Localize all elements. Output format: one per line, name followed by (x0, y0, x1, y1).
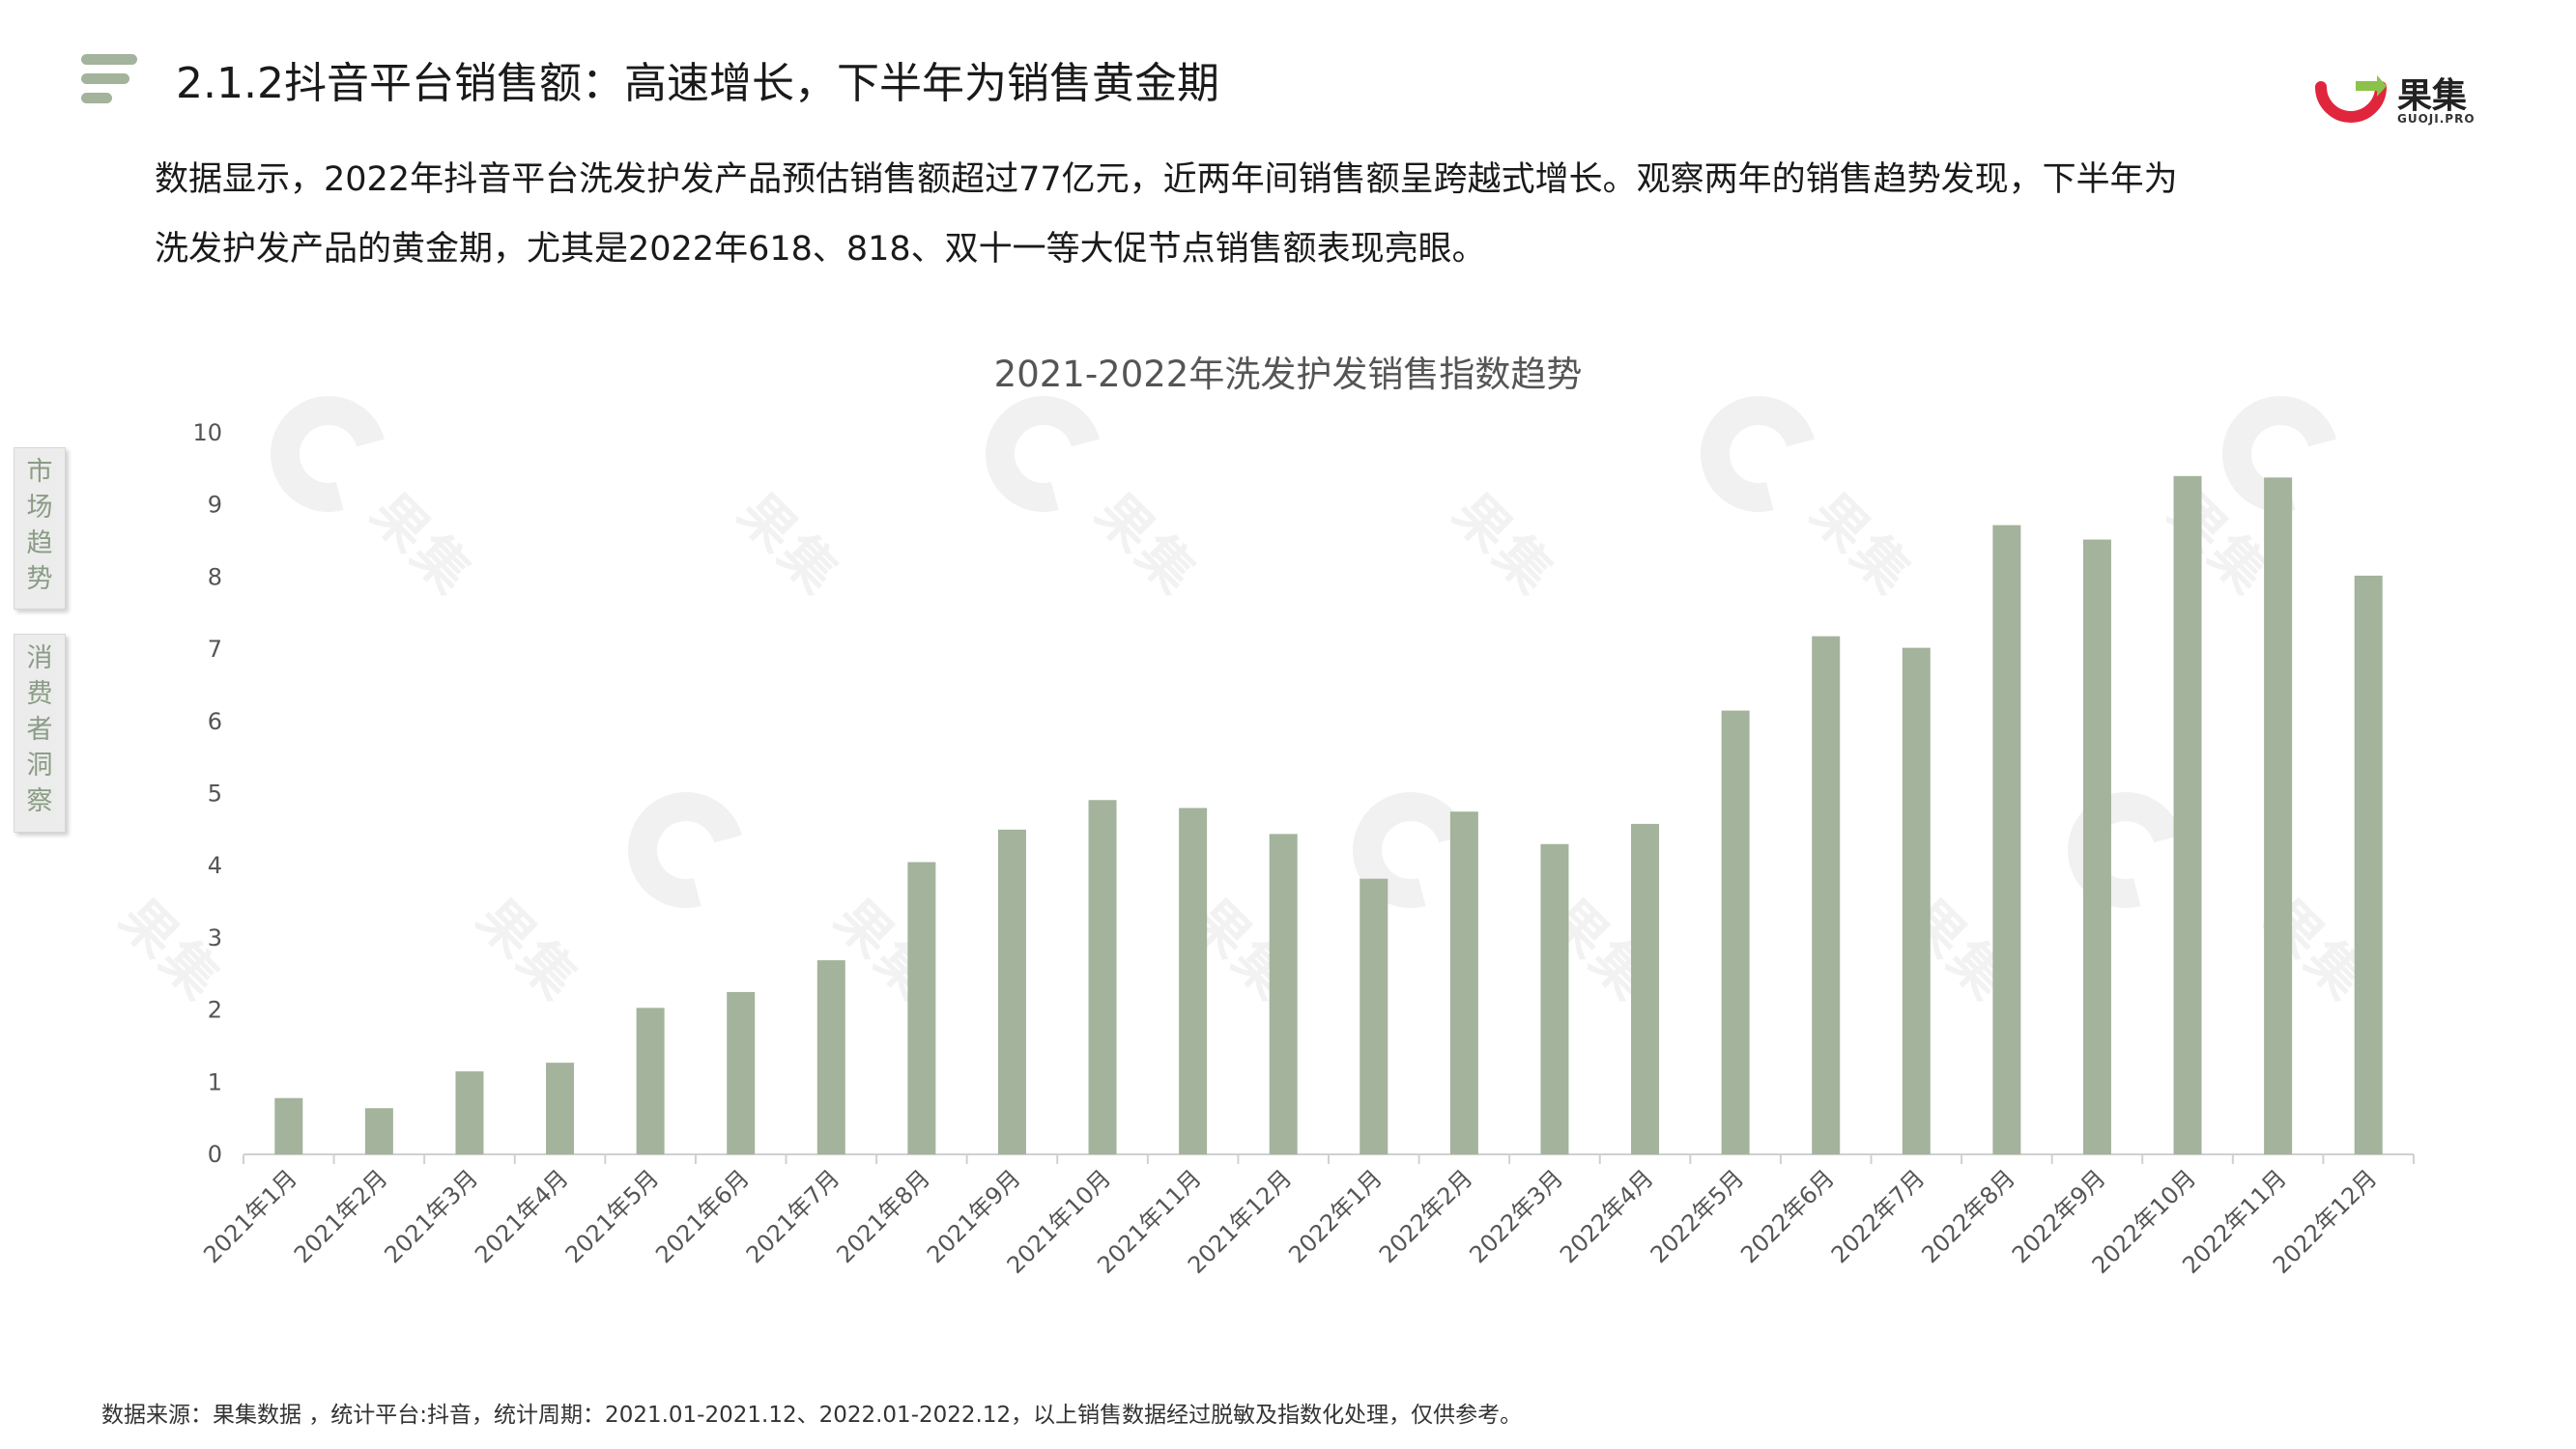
y-tick-label: 9 (208, 492, 222, 519)
y-tick-label: 8 (208, 563, 222, 590)
x-tick-label: 2021年7月 (741, 1164, 845, 1268)
side-tab-consumer-insights[interactable]: 消 费 者 洞 察 (14, 634, 66, 833)
bar (1812, 636, 1841, 1154)
bar (364, 1108, 393, 1154)
bar (1449, 811, 1478, 1154)
y-tick-label: 1 (208, 1068, 222, 1095)
bar (1902, 647, 1931, 1154)
bar (546, 1063, 575, 1154)
x-tick-label: 2021年1月 (198, 1164, 302, 1268)
side-tab-char: 察 (26, 786, 53, 816)
x-tick-label: 2022年4月 (1555, 1164, 1659, 1268)
x-tick-label: 2022年2月 (1374, 1164, 1478, 1268)
x-tick-label: 2021年5月 (560, 1164, 665, 1268)
x-tick-label: 2022年6月 (1735, 1164, 1840, 1268)
y-tick-label: 4 (208, 852, 222, 879)
side-tab-market-trends[interactable]: 市 场 趋 势 (14, 447, 66, 610)
side-tab-char: 趋 (26, 528, 53, 558)
y-tick-label: 5 (208, 781, 222, 808)
x-tick-label: 2021年2月 (289, 1164, 393, 1268)
bar (1540, 843, 1569, 1154)
x-tick-label: 2022年3月 (1464, 1164, 1568, 1268)
bar (1088, 800, 1117, 1154)
data-source-note: 数据来源：果集数据 ，统计平台:抖音，统计周期：2021.01-2021.12、… (101, 1403, 1523, 1428)
intro-paragraph: 数据显示，2022年抖音平台洗发护发产品预估销售额超过77亿元，近两年间销售额呈… (155, 145, 2445, 284)
bar (1721, 710, 1750, 1154)
menu-icon (81, 54, 137, 104)
side-tab-char: 者 (26, 715, 53, 745)
side-tab-char: 场 (26, 493, 53, 523)
y-tick-label: 3 (208, 924, 222, 952)
logo-text-cn: 果集 (2397, 76, 2468, 116)
bar (274, 1097, 303, 1154)
x-tick-label: 2021年8月 (831, 1164, 935, 1268)
y-tick-label: 6 (208, 708, 222, 735)
side-tab-char: 消 (26, 643, 53, 673)
y-tick-label: 0 (208, 1141, 222, 1168)
bar (2173, 475, 2202, 1154)
page-title: 2.1.2抖音平台销售额：高速增长，下半年为销售黄金期 (176, 59, 1219, 108)
bar (816, 960, 845, 1154)
side-tab-char: 费 (26, 679, 53, 709)
x-tick-label: 2022年5月 (1646, 1164, 1750, 1268)
bar (997, 829, 1026, 1154)
side-tab-char: 势 (26, 564, 53, 594)
side-tab-char: 洞 (26, 751, 53, 781)
bar (907, 862, 936, 1154)
bar (1360, 878, 1388, 1154)
bar (2264, 477, 2293, 1155)
bar (1631, 823, 1660, 1154)
x-tick-label: 2022年7月 (1826, 1164, 1931, 1268)
intro-line-2: 洗发护发产品的黄金期，尤其是2022年618、818、双十一等大促节点销售额表现… (155, 230, 1486, 269)
y-tick-label: 2 (208, 997, 222, 1024)
bar (1992, 525, 2021, 1154)
x-tick-label: 2022年1月 (1283, 1164, 1388, 1268)
guoji-logo-icon (2315, 75, 2387, 123)
bar (455, 1071, 484, 1154)
y-tick-label: 7 (208, 636, 222, 663)
intro-line-1: 数据显示，2022年抖音平台洗发护发产品预估销售额超过77亿元，近两年间销售额呈… (155, 160, 2178, 199)
bar (1269, 834, 1298, 1154)
bar (727, 991, 756, 1154)
bar (636, 1008, 665, 1154)
chart-title: 2021-2022年洗发护发销售指数趋势 (993, 354, 1583, 395)
x-tick-label: 2021年6月 (650, 1164, 755, 1268)
y-tick-label: 10 (192, 419, 222, 446)
x-tick-label: 2022年8月 (1916, 1164, 2020, 1268)
guoji-logo: 果集 GUOJI.PRO (2315, 68, 2479, 135)
x-tick-label: 2021年3月 (379, 1164, 483, 1268)
x-tick-label: 2021年4月 (470, 1164, 574, 1268)
logo-text-en: GUOJI.PRO (2397, 112, 2476, 126)
side-tab-char: 市 (26, 457, 53, 487)
bar (1179, 808, 1208, 1154)
bar (2082, 539, 2111, 1154)
bar (2354, 575, 2383, 1154)
